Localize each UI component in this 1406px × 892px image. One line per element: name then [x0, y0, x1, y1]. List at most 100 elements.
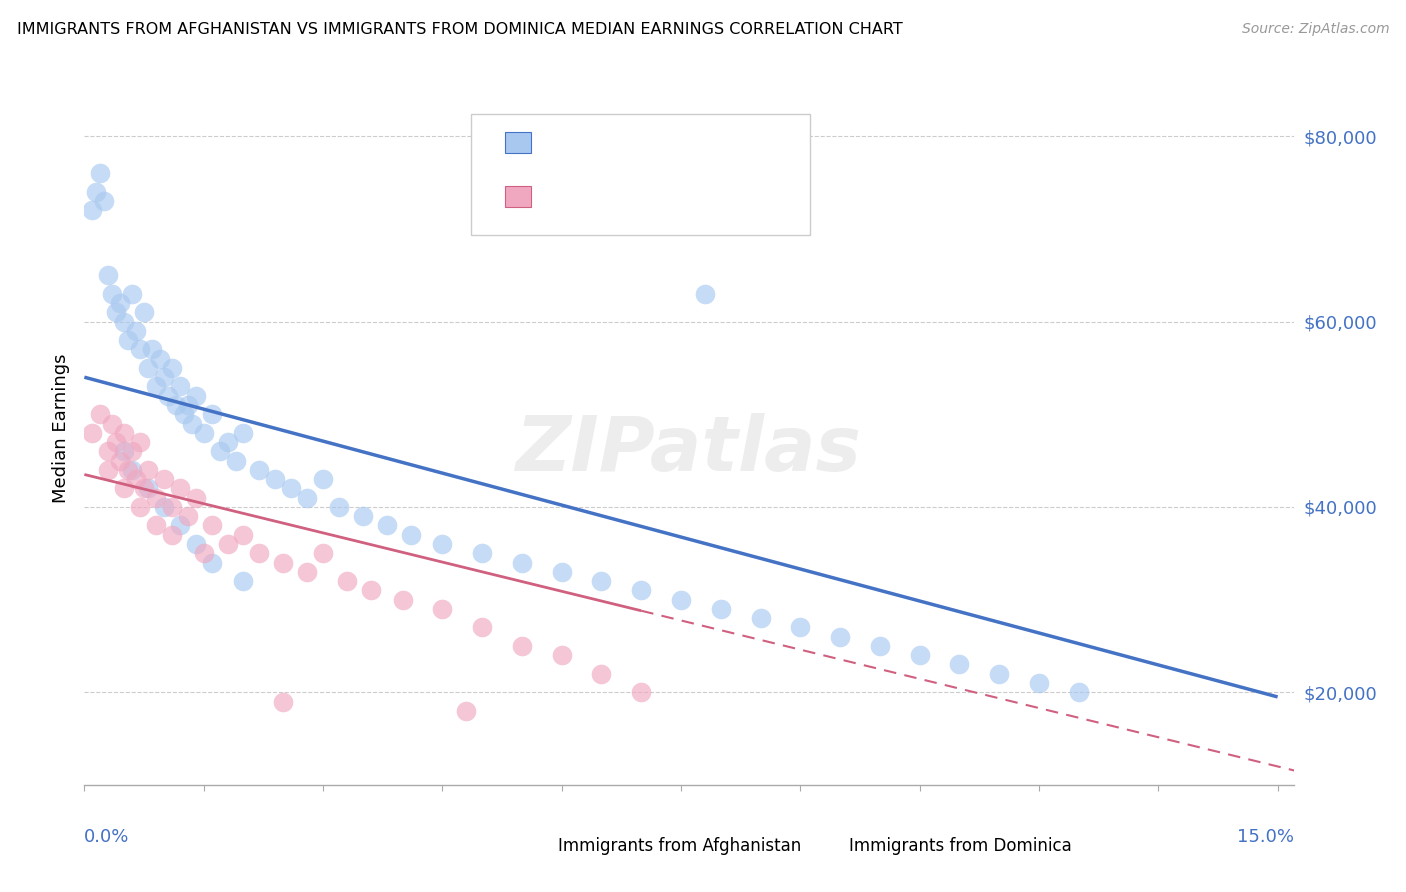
Point — [869, 639, 891, 653]
Point — [280, 482, 302, 496]
Point — [336, 574, 359, 588]
FancyBboxPatch shape — [520, 835, 550, 856]
Point — [125, 472, 148, 486]
Point — [208, 444, 231, 458]
Point — [129, 500, 152, 514]
Point — [360, 583, 382, 598]
Point — [456, 704, 478, 718]
Text: 15.0%: 15.0% — [1236, 828, 1294, 846]
FancyBboxPatch shape — [810, 835, 841, 856]
Point — [112, 482, 135, 496]
Point — [169, 379, 191, 393]
Point — [789, 620, 811, 634]
Point — [193, 546, 215, 560]
Point — [169, 518, 191, 533]
Point — [145, 491, 167, 505]
Point — [201, 556, 224, 570]
Point — [830, 630, 852, 644]
Point — [201, 518, 224, 533]
Point — [129, 343, 152, 357]
Point — [121, 286, 143, 301]
Point — [471, 620, 494, 634]
Point — [141, 343, 163, 357]
Point — [693, 286, 716, 301]
Point — [312, 546, 335, 560]
Point — [177, 398, 200, 412]
Point — [132, 482, 155, 496]
Point — [988, 666, 1011, 681]
Point — [217, 435, 239, 450]
Point — [471, 546, 494, 560]
Point — [101, 286, 124, 301]
Point — [105, 435, 128, 450]
Point — [112, 444, 135, 458]
Point — [669, 592, 692, 607]
Point — [82, 203, 104, 218]
Text: 0.0%: 0.0% — [84, 828, 129, 846]
Point — [312, 472, 335, 486]
Point — [271, 556, 294, 570]
Point — [591, 574, 613, 588]
Point — [145, 379, 167, 393]
Point — [160, 500, 183, 514]
Point — [112, 315, 135, 329]
Point — [117, 463, 139, 477]
Point — [193, 425, 215, 440]
Point — [108, 453, 131, 467]
Point — [180, 417, 202, 431]
Point — [173, 407, 195, 421]
Point — [112, 425, 135, 440]
Point — [105, 305, 128, 319]
Text: Immigrants from Dominica: Immigrants from Dominica — [849, 837, 1071, 855]
Point — [93, 194, 115, 208]
Point — [84, 185, 107, 199]
Point — [232, 425, 254, 440]
Point — [295, 565, 318, 579]
Point — [117, 333, 139, 347]
Y-axis label: Median Earnings: Median Earnings — [52, 353, 70, 503]
Point — [391, 592, 413, 607]
Point — [1028, 676, 1050, 690]
Point — [710, 602, 733, 616]
Point — [184, 389, 207, 403]
Point — [101, 417, 124, 431]
Point — [591, 666, 613, 681]
Point — [432, 602, 454, 616]
Point — [908, 648, 931, 663]
Text: IMMIGRANTS FROM AFGHANISTAN VS IMMIGRANTS FROM DOMINICA MEDIAN EARNINGS CORRELAT: IMMIGRANTS FROM AFGHANISTAN VS IMMIGRANT… — [17, 22, 903, 37]
Point — [550, 565, 572, 579]
Point — [630, 583, 652, 598]
Point — [153, 500, 176, 514]
Point — [129, 435, 152, 450]
Point — [264, 472, 287, 486]
Point — [160, 360, 183, 375]
Text: Source: ZipAtlas.com: Source: ZipAtlas.com — [1241, 22, 1389, 37]
Point — [328, 500, 350, 514]
Point — [177, 509, 200, 524]
Point — [247, 546, 270, 560]
Point — [948, 657, 970, 672]
Point — [169, 482, 191, 496]
Point — [97, 268, 120, 283]
Point — [149, 351, 172, 366]
Point — [89, 166, 111, 180]
Point — [136, 463, 159, 477]
Text: ZIPatlas: ZIPatlas — [516, 413, 862, 486]
Point — [121, 444, 143, 458]
Point — [630, 685, 652, 699]
Point — [184, 491, 207, 505]
Point — [184, 537, 207, 551]
Point — [375, 518, 398, 533]
FancyBboxPatch shape — [505, 132, 530, 153]
Point — [136, 482, 159, 496]
Point — [132, 305, 155, 319]
Point — [749, 611, 772, 625]
Point — [510, 639, 533, 653]
FancyBboxPatch shape — [471, 114, 810, 235]
Point — [352, 509, 374, 524]
Point — [165, 398, 187, 412]
Point — [232, 527, 254, 541]
Point — [97, 463, 120, 477]
Point — [432, 537, 454, 551]
Point — [295, 491, 318, 505]
